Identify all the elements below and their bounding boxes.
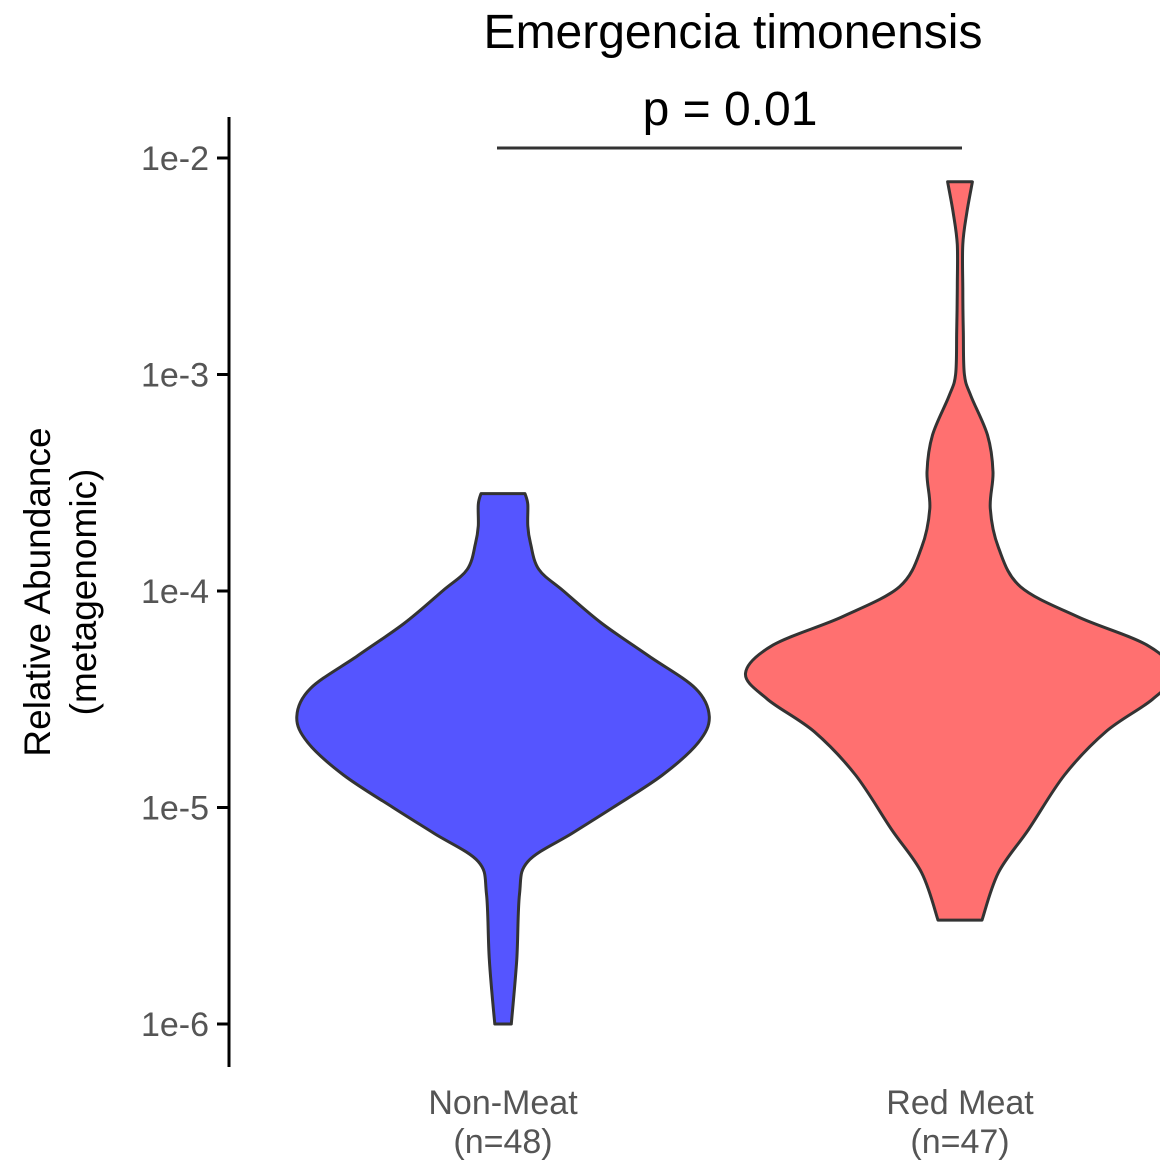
- y-tick-label: 1e-2: [141, 140, 209, 178]
- y-tick-label: 1e-5: [141, 790, 209, 828]
- violin-non-meat: [295, 492, 711, 1026]
- y-tick-label: 1e-4: [141, 573, 209, 611]
- x-category-count-label: (n=48): [453, 1123, 552, 1161]
- y-axis-sublabel: (metagenomic): [63, 469, 104, 716]
- x-category-label: Non-Meat: [428, 1084, 578, 1122]
- y-tick-label: 1e-3: [141, 357, 209, 395]
- x-labels-group: Non-Meat(n=48) Red Meat(n=47): [428, 1084, 1034, 1161]
- x-category-label: Red Meat: [886, 1084, 1034, 1122]
- violin-red-meat: [744, 180, 1160, 922]
- x-category-count-label: (n=47): [910, 1123, 1009, 1161]
- y-ticks-group: 1e-2 1e-3 1e-4 1e-5 1e-6: [141, 140, 229, 1044]
- p-value-annotation: p = 0.01: [643, 83, 818, 136]
- y-tick-label: 1e-6: [141, 1006, 209, 1044]
- chart-title: Emergencia timonensis: [484, 6, 983, 59]
- violins-group: [295, 180, 1160, 1026]
- y-axis-label: Relative Abundance: [17, 427, 58, 756]
